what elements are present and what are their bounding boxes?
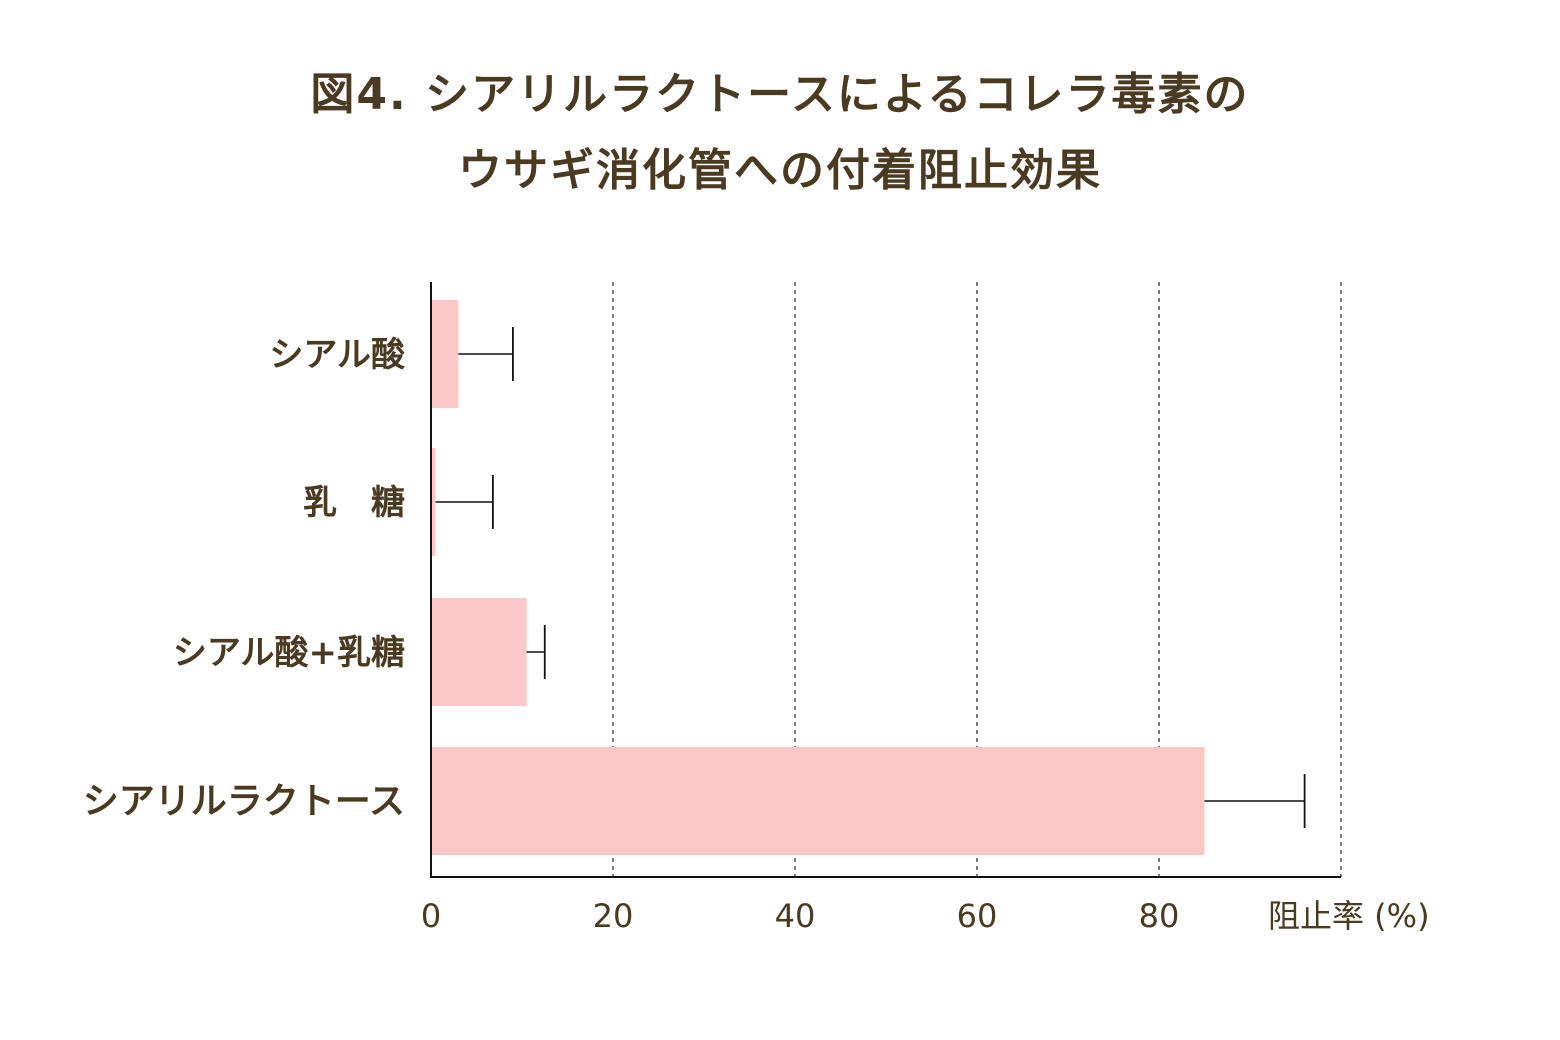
x-axis-title: 阻止率 (%) <box>1268 897 1430 935</box>
category-label-2: シアル酸+乳糖 <box>173 633 405 673</box>
tick-label-60: 60 <box>957 897 998 935</box>
tick-label-0: 0 <box>421 897 441 935</box>
chart-title-line2: ウサギ消化管への付着阻止効果 <box>458 145 1102 196</box>
bar-3 <box>431 747 1205 855</box>
category-label-3: シアリルラクトース <box>83 781 405 822</box>
tick-label-80: 80 <box>1139 897 1180 935</box>
bar-0 <box>431 300 459 408</box>
tick-label-40: 40 <box>775 897 816 935</box>
bar-1 <box>431 448 436 556</box>
category-label-1: 乳 糖 <box>303 483 405 523</box>
chart-title-line1: 図4. シアリルラクトースによるコレラ毒素の <box>310 69 1250 120</box>
category-label-0: シアル酸 <box>269 335 406 375</box>
tick-label-20: 20 <box>593 897 634 935</box>
bar-2 <box>431 598 527 706</box>
